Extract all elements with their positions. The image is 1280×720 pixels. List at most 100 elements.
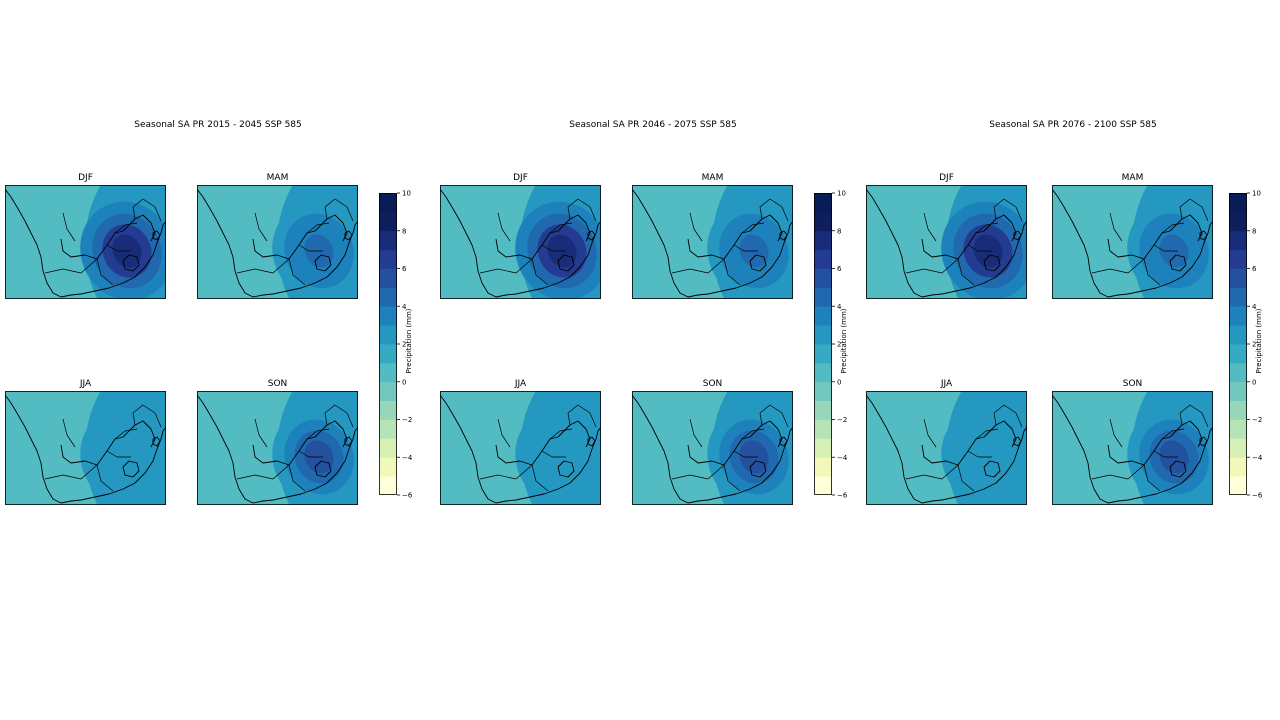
panel-title: DJF [513,173,528,183]
colorbar-segment [1229,362,1247,383]
eswatini-border [779,230,788,241]
colorbar-segment [379,249,397,269]
colorbar-svg: 10 8 6 4 2 0 −2 −4 −6 [814,190,848,500]
province-border [62,418,76,448]
field-contour [197,185,262,299]
province-border [967,450,992,458]
colorbar-segment [1229,287,1247,307]
colorbar-tick-label: 10 [402,190,411,198]
figure-1: Seasonal SA PR 2015 - 2045 SSP 585 DJF M… [0,0,430,720]
panel-title: JJA [79,379,92,389]
province-border [905,464,959,480]
figure-2: Seasonal SA PR 2046 - 2075 SSP 585 DJF M… [435,0,865,720]
colorbar-tick-label: −4 [402,454,413,462]
map-svg [5,391,166,505]
coastline [197,394,358,504]
colorbar-segment [814,438,832,458]
coastline [440,394,601,504]
province-border [741,428,765,440]
figure-title: Seasonal SA PR 2015 - 2045 SSP 585 [134,120,302,130]
map-svg [440,391,601,505]
province-border [1143,464,1161,492]
colorbar-tick-label: −2 [402,416,412,424]
colorbar-segment [379,193,397,213]
province-border [723,258,741,286]
colorbar-tick-label: 8 [837,227,841,235]
panel-title: MAM [1121,173,1144,183]
colorbar-segment [379,381,397,402]
colorbar-segment [814,362,832,383]
province-border [236,258,290,274]
coastline [5,188,166,298]
map-frame [632,185,793,299]
colorbar-segment [1229,306,1247,326]
province-border [306,222,330,234]
map-svg [632,185,793,299]
lesotho-border [557,254,575,272]
panel-mam: MAM [632,173,793,299]
colorbar-segment [379,419,397,439]
colorbar-tick-label: 2 [402,341,406,349]
field-contour [440,185,505,299]
province-border [96,464,114,492]
colorbar-tick-label: 0 [402,378,406,386]
coastline [866,188,1027,298]
colorbar-tick-label: 6 [1252,265,1257,273]
map-svg [1052,391,1213,505]
colorbar-tick-label: 6 [837,265,842,273]
province-border [975,428,999,440]
lesotho-border [983,460,1001,478]
field-contour [632,185,697,299]
province-border [114,222,138,234]
field-contour [632,391,697,505]
province-border [288,258,306,286]
colorbar-segment [379,230,397,251]
province-border [106,244,131,252]
colorbar-segment [814,230,832,251]
province-border [733,450,758,458]
map-frame [1052,391,1213,505]
province-border [957,258,975,286]
panel-son: SON [197,379,358,505]
panel-title: MAM [266,173,289,183]
field-contour [1052,391,1117,505]
panel-djf: DJF [5,173,166,299]
province-border [1161,428,1185,440]
colorbar-segment [379,268,397,288]
eswatini-border [152,230,161,241]
colorbar-segment [1229,193,1247,213]
colorbar: 10 8 6 4 2 0 −2 −4 −6 Precipitation (mm) [379,190,413,500]
map-svg [197,185,358,299]
province-border [759,198,789,222]
province-border [1091,464,1145,480]
field-contour [5,391,70,505]
province-border [1091,258,1145,274]
eswatini-border [1199,436,1208,447]
colorbar-tick-label: 8 [1252,227,1256,235]
colorbar-segment [814,268,832,288]
province-border [923,418,937,448]
province-border [993,404,1023,428]
colorbar-segment [1229,419,1247,439]
panel-title: DJF [78,173,93,183]
panel-mam: MAM [197,173,358,299]
colorbar-segment [379,362,397,383]
map-frame [440,391,601,505]
province-border [531,464,549,492]
panel-title: SON [702,379,723,389]
province-border [1109,212,1123,242]
map-svg [866,391,1027,505]
lesotho-border [1169,460,1187,478]
colorbar-segment [814,193,832,213]
province-border [905,258,959,274]
province-border [298,244,323,252]
colorbar-tick-label: 2 [837,341,841,349]
colorbar-svg: 10 8 6 4 2 0 −2 −4 −6 [379,190,413,500]
colorbar-segment [1229,344,1247,364]
province-border [479,464,533,480]
panel-son: SON [1052,379,1213,505]
province-border [759,404,789,428]
colorbar-segment [379,306,397,326]
coastline [197,188,358,298]
colorbar-segment [814,306,832,326]
